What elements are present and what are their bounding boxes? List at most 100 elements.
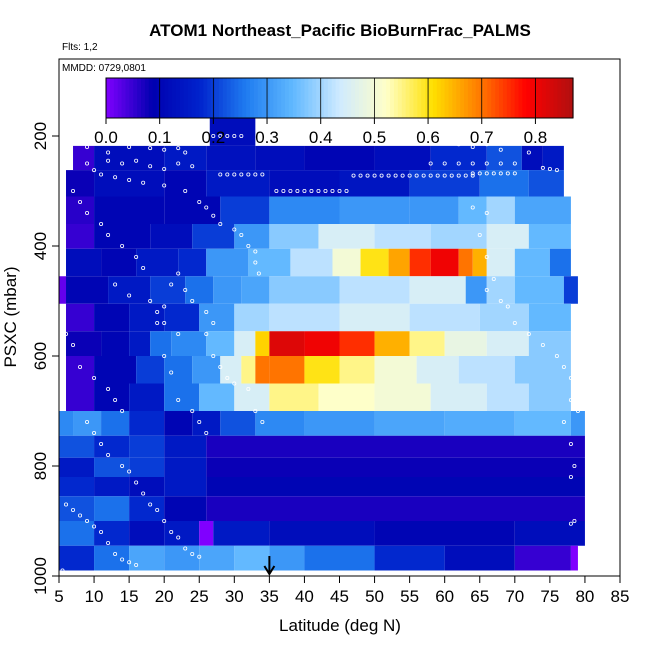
heatmap-cell	[416, 356, 459, 384]
heatmap-cell	[528, 170, 564, 197]
flight-point	[211, 353, 216, 358]
flight-point	[572, 463, 577, 468]
flight-point	[449, 173, 454, 178]
flight-point	[470, 205, 475, 210]
flight-point	[407, 173, 412, 178]
flight-point	[512, 320, 517, 325]
heatmap-cell	[430, 224, 487, 249]
heatmap-cell	[430, 145, 487, 171]
colorbar-swatch	[226, 78, 232, 118]
colorbar-swatch	[253, 78, 259, 118]
flight-point	[498, 161, 503, 166]
flight-point	[155, 309, 160, 314]
heatmap-cell	[318, 383, 375, 411]
colorbar-swatch	[487, 78, 492, 118]
colorbar-swatch	[144, 78, 150, 118]
flight-point	[358, 173, 363, 178]
colorbar-swatch	[129, 78, 134, 118]
heatmap-cell	[94, 435, 130, 458]
colorbar-tick-label: 0.0	[94, 128, 118, 147]
heatmap-cell	[444, 411, 515, 436]
heatmap-cell	[164, 496, 207, 521]
heatmap-cell	[514, 411, 571, 436]
x-tick-label: 60	[435, 587, 454, 606]
flight-point	[428, 161, 433, 166]
flight-point	[113, 552, 118, 557]
flight-point	[246, 172, 251, 177]
x-tick-label: 25	[190, 587, 209, 606]
heatmap-cell	[192, 411, 221, 436]
heatmap-cell	[220, 356, 242, 384]
flight-point	[162, 147, 167, 152]
heatmap-cell	[241, 276, 270, 304]
flight-point	[204, 309, 209, 314]
colorbar-swatch	[565, 78, 570, 118]
heatmap-cell	[409, 170, 480, 197]
flight-point	[470, 161, 475, 166]
flight-point	[239, 232, 244, 237]
colorbar-swatch	[456, 78, 461, 118]
heatmap-cell	[94, 170, 165, 197]
flight-point	[78, 513, 83, 518]
heatmap-cell	[136, 248, 179, 277]
colorbar-tick-label: 0.2	[202, 128, 226, 147]
flight-point	[232, 172, 237, 177]
flight-point	[561, 364, 566, 369]
colorbar-swatch	[393, 78, 399, 118]
heatmap-cell	[199, 383, 235, 411]
heatmap-cell	[528, 303, 571, 332]
heatmap-cell	[213, 521, 270, 546]
heatmap-cell	[164, 477, 207, 497]
colorbar-swatch	[502, 78, 508, 118]
colorbar-frame	[105, 77, 574, 119]
heatmap-cell	[234, 331, 256, 356]
flight-point	[211, 133, 216, 138]
colorbar-swatch	[382, 78, 387, 118]
heatmap-cell	[472, 248, 487, 277]
colorbar-swatch	[440, 78, 446, 118]
flight-point	[92, 168, 97, 173]
flight-point	[176, 397, 181, 402]
heatmap-cell	[199, 545, 235, 571]
heatmap-cell	[66, 356, 95, 384]
x-tick-label: 35	[260, 587, 279, 606]
heatmap-cell	[430, 248, 459, 277]
heatmap-cell	[108, 276, 151, 304]
heatmap-cell	[409, 331, 445, 356]
heatmap-cell	[59, 545, 95, 571]
flight-point	[295, 188, 300, 193]
flight-point	[92, 524, 97, 529]
flight-point	[120, 557, 125, 562]
heatmap-cell	[150, 224, 193, 249]
colorbar-swatch	[179, 78, 185, 118]
flight-point	[141, 180, 146, 185]
colorbar-swatch	[269, 78, 274, 118]
heatmap-cell	[339, 196, 410, 224]
heatmap-cell	[129, 545, 165, 571]
colorbar-swatch	[491, 78, 496, 118]
flight-point	[106, 158, 111, 163]
x-tick-label: 80	[575, 587, 594, 606]
heatmap-cell	[94, 545, 130, 571]
colorbar-swatch	[195, 78, 200, 118]
flight-point	[470, 173, 475, 178]
heatmap-cell	[465, 276, 487, 304]
heatmap-cell	[304, 545, 375, 571]
flight-point	[554, 168, 559, 173]
flight-point	[218, 364, 223, 369]
flight-point	[484, 161, 489, 166]
heatmap-cell	[94, 521, 130, 546]
heatmap-cell	[234, 224, 270, 249]
flight-point	[309, 188, 314, 193]
flight-point	[211, 320, 216, 325]
heatmap-cell	[101, 411, 130, 436]
flight-point	[393, 173, 398, 178]
colorbar-swatch	[514, 78, 520, 118]
heatmap-cell	[388, 248, 410, 277]
flight-point	[239, 133, 244, 138]
flight-point	[568, 441, 573, 446]
heatmap-cell	[339, 276, 410, 304]
flight-point	[225, 133, 230, 138]
flight-point	[372, 173, 377, 178]
